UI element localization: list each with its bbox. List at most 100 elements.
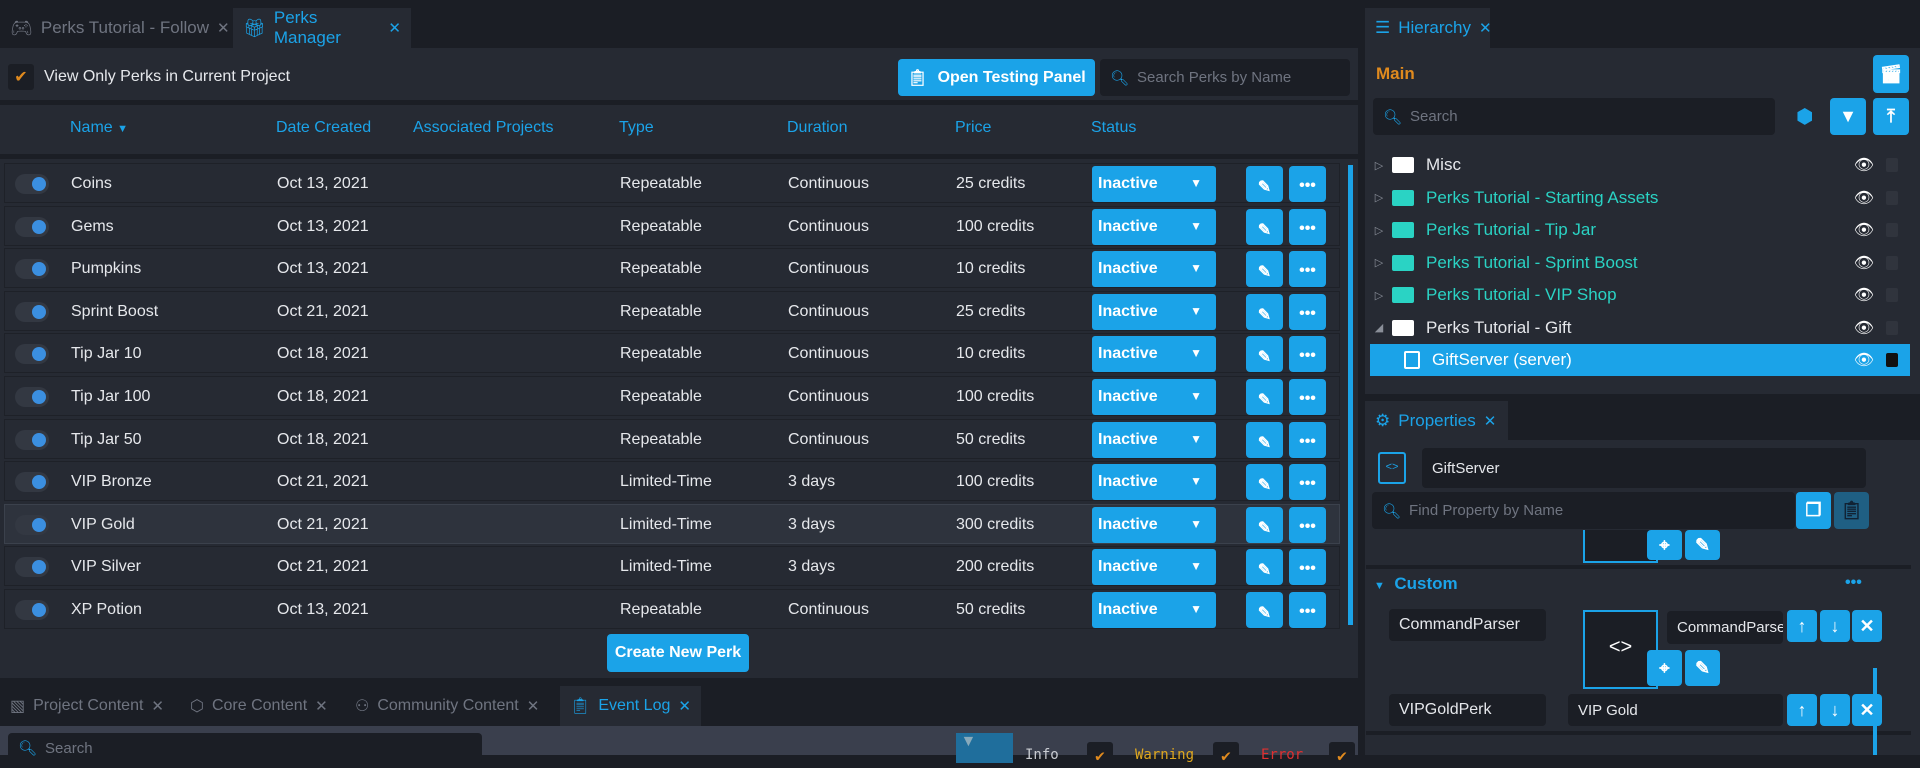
- collapsed-arrow-icon[interactable]: ▷: [1374, 192, 1384, 204]
- enable-toggle[interactable]: [15, 514, 49, 535]
- tab-hierarchy[interactable]: ☰ Hierarchy ✕: [1365, 8, 1492, 48]
- hierarchy-item[interactable]: ▷ Perks Tutorial - Tip Jar 👁︎: [1370, 214, 1910, 246]
- collapsed-arrow-icon[interactable]: ▷: [1374, 224, 1384, 237]
- more-button[interactable]: •••: [1289, 506, 1326, 543]
- more-button[interactable]: •••: [1289, 549, 1326, 586]
- column-header-duration[interactable]: Duration: [787, 119, 848, 136]
- scrollbar[interactable]: [1873, 668, 1877, 755]
- tab-core-content[interactable]: ⬡ Core Content ✕: [190, 697, 328, 715]
- more-button[interactable]: •••: [1289, 166, 1326, 202]
- column-header-type[interactable]: Type: [619, 119, 654, 136]
- close-icon[interactable]: ✕: [1479, 20, 1492, 37]
- more-button[interactable]: •••: [1289, 464, 1326, 501]
- table-row[interactable]: Gems Oct 13, 2021 Repeatable Continuous …: [4, 205, 1340, 246]
- edit-button[interactable]: ✎: [1246, 464, 1283, 501]
- tab-properties[interactable]: ⚙ Properties ✕: [1365, 401, 1508, 441]
- status-dropdown[interactable]: Inactive ▼: [1092, 421, 1216, 458]
- lock-icon[interactable]: [1886, 288, 1898, 302]
- custom-property-name[interactable]: VIPGoldPerk: [1389, 694, 1546, 726]
- remove-button[interactable]: ✕: [1852, 610, 1882, 642]
- tab-perks-tutorial-follow[interactable]: 🎮︎ Perks Tutorial - Follow ✕: [0, 8, 240, 48]
- close-icon[interactable]: ✕: [1483, 413, 1497, 430]
- close-icon[interactable]: ✕: [315, 698, 328, 715]
- search-perks-input[interactable]: 🔍︎ Search Perks by Name: [1100, 59, 1350, 96]
- eye-icon[interactable]: 👁︎: [1853, 319, 1874, 337]
- lock-icon[interactable]: [1886, 320, 1898, 335]
- scene-settings-button[interactable]: 🎬︎: [1873, 55, 1909, 93]
- hierarchy-item[interactable]: ▷ Perks Tutorial - Starting Assets 👁︎: [1370, 182, 1910, 214]
- table-row[interactable]: XP Potion Oct 13, 2021 Repeatable Contin…: [4, 589, 1340, 629]
- collapsed-arrow-icon[interactable]: ▷: [1374, 159, 1384, 172]
- custom-section-header[interactable]: ▼ Custom: [1374, 574, 1458, 593]
- edit-button[interactable]: ✎: [1246, 549, 1283, 586]
- tab-community-content[interactable]: ⚇ Community Content ✕: [355, 697, 540, 715]
- custom-property-name[interactable]: CommandParser: [1389, 609, 1546, 641]
- lock-icon[interactable]: [1886, 353, 1898, 367]
- find-property-input[interactable]: 🔍︎ Find Property by Name: [1372, 492, 1795, 529]
- enable-toggle[interactable]: [15, 216, 49, 237]
- locate-button[interactable]: ⌖: [1647, 650, 1682, 686]
- edit-button[interactable]: ✎: [1246, 166, 1283, 202]
- table-row[interactable]: Sprint Boost Oct 21, 2021 Repeatable Con…: [4, 290, 1340, 331]
- column-header-status[interactable]: Status: [1091, 119, 1137, 136]
- filter-button[interactable]: ▼: [1830, 98, 1866, 135]
- edit-button[interactable]: ✎: [1685, 530, 1720, 560]
- edit-button[interactable]: ✎: [1246, 293, 1283, 330]
- enable-toggle[interactable]: [15, 387, 49, 407]
- column-header-projects[interactable]: Associated Projects: [413, 119, 554, 136]
- edit-button[interactable]: ✎: [1685, 650, 1720, 686]
- close-icon[interactable]: ✕: [526, 698, 540, 715]
- scrollbar[interactable]: [1348, 165, 1353, 625]
- hierarchy-search[interactable]: 🔍︎ Search: [1373, 98, 1775, 135]
- edit-button[interactable]: ✎: [1246, 251, 1283, 288]
- custom-property-value[interactable]: CommandParser: [1667, 611, 1783, 644]
- eye-icon[interactable]: 👁︎: [1853, 254, 1874, 272]
- table-row[interactable]: Tip Jar 50 Oct 18, 2021 Repeatable Conti…: [4, 418, 1340, 459]
- expanded-arrow-icon[interactable]: ◢: [1374, 322, 1384, 334]
- status-dropdown[interactable]: Inactive ▼: [1092, 251, 1216, 288]
- upload-button[interactable]: ⤒: [1873, 98, 1909, 135]
- table-row[interactable]: Tip Jar 100 Oct 18, 2021 Repeatable Cont…: [4, 376, 1340, 416]
- more-button[interactable]: •••: [1289, 592, 1326, 628]
- status-dropdown[interactable]: Inactive ▼: [1092, 379, 1216, 415]
- column-header-price[interactable]: Price: [955, 119, 992, 136]
- table-row[interactable]: Pumpkins Oct 13, 2021 Repeatable Continu…: [4, 248, 1340, 289]
- eye-icon[interactable]: 👁︎: [1853, 189, 1874, 207]
- view-only-checkbox[interactable]: ✔ View Only Perks in Current Project: [8, 64, 290, 90]
- edit-button[interactable]: ✎: [1246, 208, 1283, 245]
- column-header-date[interactable]: Date Created: [276, 119, 372, 136]
- enable-toggle[interactable]: [15, 472, 49, 493]
- edit-button[interactable]: ✎: [1246, 421, 1283, 458]
- copy-button[interactable]: ❐: [1796, 492, 1831, 529]
- tab-project-content[interactable]: ▧ Project Content ✕: [10, 697, 164, 715]
- locate-button[interactable]: ⌖: [1647, 530, 1682, 560]
- enable-toggle[interactable]: [15, 600, 49, 620]
- eye-icon[interactable]: 👁︎: [1853, 352, 1874, 369]
- edit-button[interactable]: ✎: [1246, 379, 1283, 415]
- eye-icon[interactable]: 👁︎: [1853, 222, 1874, 239]
- tab-perks-manager[interactable]: 🎁︎ Perks Manager ✕: [233, 8, 411, 48]
- more-options-icon[interactable]: •••: [1845, 574, 1862, 591]
- custom-property-value[interactable]: VIP Gold: [1568, 694, 1783, 726]
- open-testing-panel-button[interactable]: 📋︎ Open Testing Panel: [898, 59, 1095, 96]
- enable-toggle[interactable]: [15, 344, 49, 365]
- filter-dropdown[interactable]: ▼: [956, 733, 1013, 763]
- edit-button[interactable]: ✎: [1246, 506, 1283, 543]
- lock-icon[interactable]: [1886, 223, 1898, 237]
- hierarchy-item[interactable]: ◢ Perks Tutorial - Gift 👁︎: [1370, 312, 1910, 344]
- more-button[interactable]: •••: [1289, 379, 1326, 415]
- table-row[interactable]: Tip Jar 10 Oct 18, 2021 Repeatable Conti…: [4, 333, 1340, 374]
- filter-error-checkbox[interactable]: ✔: [1329, 742, 1355, 768]
- more-button[interactable]: •••: [1289, 293, 1326, 330]
- close-icon[interactable]: ✕: [151, 698, 164, 715]
- table-row[interactable]: Coins Oct 13, 2021 Repeatable Continuous…: [4, 163, 1340, 203]
- close-icon[interactable]: ✕: [217, 20, 230, 37]
- create-new-perk-button[interactable]: Create New Perk: [607, 634, 749, 672]
- more-button[interactable]: •••: [1289, 251, 1326, 288]
- hierarchy-item[interactable]: GiftServer (server) 👁︎: [1370, 344, 1910, 376]
- filter-info-checkbox[interactable]: ✔: [1087, 742, 1113, 768]
- status-dropdown[interactable]: Inactive ▼: [1092, 293, 1216, 330]
- more-button[interactable]: •••: [1289, 208, 1326, 245]
- enable-toggle[interactable]: [15, 557, 49, 578]
- more-button[interactable]: •••: [1289, 336, 1326, 373]
